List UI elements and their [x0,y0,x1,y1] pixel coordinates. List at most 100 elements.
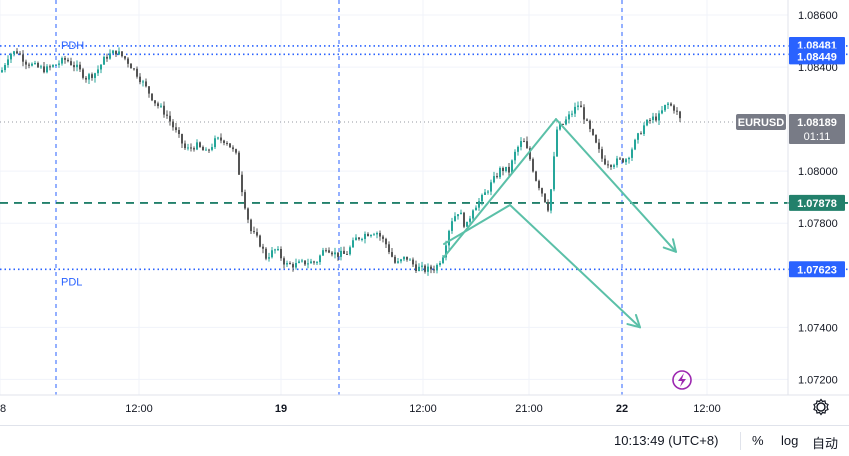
candle-body-202 [607,164,609,166]
candle-body-32 [97,69,99,74]
candle-body-123 [370,234,372,237]
candle-body-131 [394,256,396,263]
candle-body-157 [472,210,474,219]
candle-body-45 [136,68,138,77]
candle-body-193 [580,105,582,108]
candle-body-112 [337,252,339,257]
candle-body-64 [193,148,195,150]
candle-body-20 [61,58,63,64]
candle-body-144 [433,269,435,271]
candle-body-104 [313,261,315,263]
candle-body-121 [364,233,366,239]
candle-body-68 [205,149,207,151]
level-text-pdh: PDH [61,40,84,52]
candle-body-162 [487,191,489,193]
settings-gear-icon[interactable] [812,398,830,416]
candle-body-126 [379,232,381,237]
price-axis[interactable]: 1.08600 1.08400 1.08000 1.07800 1.07400 1.072… [798,10,838,386]
candle-body-209 [628,157,630,160]
candle-body-85 [256,232,258,236]
candle-body-71 [214,138,216,148]
candle-body-164 [493,176,495,183]
candle-body-117 [352,240,354,248]
candle-body-52 [157,103,159,107]
candle-body-134 [403,256,405,260]
level-badge-1 [789,48,845,65]
time-tick-0: 8 [0,403,6,415]
candle-body-74 [223,140,225,143]
log-toggle[interactable]: log [781,433,799,448]
candle-body-5 [16,51,18,54]
candle-body-26 [79,64,81,70]
candle-body-103 [310,261,312,264]
trend-line-1[interactable] [443,204,511,246]
candle-body-100 [301,260,303,262]
flash-icon[interactable] [672,370,692,390]
clock-readout[interactable]: 10:13:49 (UTC+8) [614,433,719,448]
candle-body-63 [190,147,192,149]
candle-body-187 [562,123,564,125]
candle-body-118 [355,237,357,241]
candle-body-220 [661,110,663,114]
candle-body-54 [163,105,165,115]
candle-body-186 [559,123,561,130]
price-tick-0: 1.08600 [798,10,838,22]
price-chart[interactable]: PDH PDL 1.08600 1.08400 1.08000 1.07800 1.074… [0,0,849,425]
time-axis[interactable]: 8 12:00 19 12:00 21:00 22 12:00 [0,403,721,415]
candle-body-179 [538,180,540,189]
candle-body-57 [172,121,174,128]
percent-toggle[interactable]: % [752,433,764,448]
candle-body-152 [457,214,459,217]
candle-body-153 [460,212,462,215]
candle-body-211 [634,139,636,150]
candle-body-29 [88,74,90,80]
candle-body-92 [277,249,279,251]
candle-body-149 [448,230,450,246]
candle-body-219 [658,113,660,121]
candles[interactable] [1,47,681,276]
candle-body-70 [211,147,213,150]
candle-body-108 [325,250,327,252]
candle-body-176 [529,148,531,160]
candle-body-165 [496,176,498,178]
candle-body-136 [409,259,411,261]
candle-body-116 [349,247,351,255]
candle-body-95 [286,263,288,265]
candle-body-224 [673,105,675,111]
toolbar-divider [740,432,741,450]
candle-body-212 [637,133,639,140]
candle-body-13 [40,66,42,68]
candle-body-9 [28,64,30,66]
candle-body-87 [262,246,264,249]
candle-body-183 [550,189,552,211]
candle-body-192 [577,105,579,107]
candle-body-60 [181,134,183,144]
candle-body-93 [280,249,282,259]
candle-body-30 [91,74,93,78]
candle-body-50 [151,93,153,101]
auto-scale-toggle[interactable]: 自动 [812,436,839,451]
candle-body-7 [22,54,24,62]
candle-body-190 [571,113,573,115]
trend-line-2[interactable] [509,204,641,329]
candle-body-125 [376,232,378,235]
time-tick-6: 12:00 [693,403,721,415]
candle-body-160 [481,194,483,202]
candle-body-207 [622,158,624,163]
candle-body-73 [220,137,222,141]
trend-drawings[interactable] [443,118,677,329]
candle-body-133 [400,259,402,262]
candle-body-17 [52,64,54,67]
arrow-head-3 [662,238,677,253]
candle-body-200 [601,149,603,159]
candle-body-56 [169,115,171,122]
trend-line-3[interactable] [555,118,677,253]
candle-body-15 [46,66,48,73]
candle-body-130 [391,252,393,257]
candle-body-80 [241,174,243,193]
candle-body-101 [304,260,306,265]
candle-body-142 [427,266,429,272]
candle-body-168 [505,166,507,172]
candle-body-161 [484,192,486,195]
